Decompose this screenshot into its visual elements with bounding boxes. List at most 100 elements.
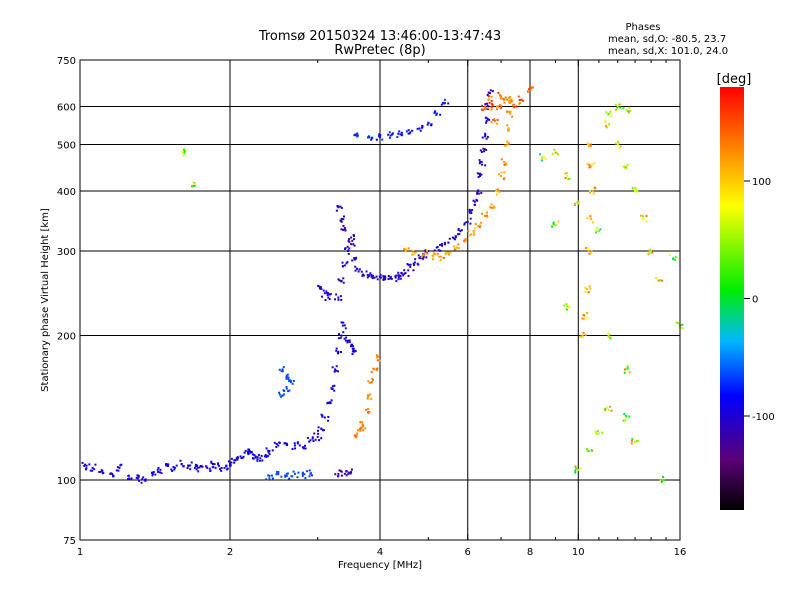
echo-point bbox=[499, 107, 502, 110]
echo-point bbox=[175, 464, 178, 467]
echo-point bbox=[575, 467, 578, 470]
echo-point bbox=[360, 426, 363, 429]
echo-point bbox=[185, 149, 188, 152]
echo-point bbox=[186, 466, 189, 469]
echo-point bbox=[275, 473, 278, 476]
echo-point bbox=[259, 459, 262, 462]
echo-point bbox=[518, 102, 521, 105]
echo-point bbox=[434, 253, 437, 256]
echo-point bbox=[308, 475, 311, 478]
echo-point bbox=[604, 125, 607, 128]
echo-point bbox=[478, 226, 481, 229]
echo-point bbox=[296, 476, 299, 479]
echo-point bbox=[336, 205, 339, 208]
echo-point bbox=[376, 355, 379, 358]
echo-point bbox=[326, 294, 329, 297]
echo-point bbox=[447, 253, 450, 256]
echo-point bbox=[180, 463, 183, 466]
echo-point bbox=[350, 236, 353, 239]
echo-point bbox=[473, 233, 476, 236]
echo-point bbox=[310, 474, 313, 477]
echo-point bbox=[368, 381, 371, 384]
echo-point bbox=[354, 269, 357, 272]
echo-point bbox=[485, 117, 488, 120]
echo-point bbox=[486, 93, 489, 96]
echo-point bbox=[286, 472, 289, 475]
echo-point bbox=[551, 152, 554, 155]
echo-point bbox=[330, 387, 333, 390]
echo-point bbox=[344, 327, 347, 330]
echo-point bbox=[436, 253, 439, 256]
echo-point bbox=[631, 437, 634, 440]
echo-point bbox=[438, 255, 441, 258]
echo-point bbox=[607, 335, 610, 338]
echo-point bbox=[352, 235, 355, 238]
echo-point bbox=[248, 450, 251, 453]
echo-point bbox=[447, 252, 450, 255]
echo-point bbox=[486, 215, 489, 218]
echo-point bbox=[590, 250, 593, 253]
echo-point bbox=[591, 190, 594, 193]
echo-point bbox=[84, 468, 87, 471]
echo-point bbox=[579, 467, 582, 470]
echo-point bbox=[645, 215, 648, 218]
echo-point bbox=[326, 402, 329, 405]
echo-point bbox=[582, 335, 585, 338]
echo-point bbox=[292, 470, 295, 473]
echo-point bbox=[579, 335, 582, 338]
echo-point bbox=[261, 459, 264, 462]
echo-point bbox=[333, 370, 336, 373]
echo-point bbox=[610, 114, 613, 117]
echo-point bbox=[343, 264, 346, 267]
echo-point bbox=[457, 246, 460, 249]
echo-point bbox=[316, 435, 319, 438]
y-tick-label: 750 bbox=[57, 56, 76, 67]
echo-point bbox=[511, 115, 514, 118]
echo-point bbox=[319, 286, 322, 289]
echo-point bbox=[527, 88, 530, 91]
echo-point bbox=[354, 265, 357, 268]
echo-point bbox=[287, 377, 290, 380]
echo-point bbox=[266, 455, 269, 458]
echo-point bbox=[609, 110, 612, 113]
echo-point bbox=[293, 444, 296, 447]
echo-point bbox=[359, 421, 362, 424]
echo-point bbox=[328, 298, 331, 301]
echo-point bbox=[439, 258, 442, 261]
echo-point bbox=[574, 469, 577, 472]
echo-point bbox=[496, 105, 499, 108]
echo-point bbox=[591, 450, 594, 453]
echo-point bbox=[674, 258, 677, 261]
echo-point bbox=[553, 224, 556, 227]
echo-point bbox=[394, 276, 397, 279]
echo-point bbox=[250, 450, 253, 453]
echo-point bbox=[239, 455, 242, 458]
echo-point bbox=[372, 367, 375, 370]
echo-point bbox=[635, 439, 638, 442]
echo-point bbox=[486, 104, 489, 107]
echo-point bbox=[318, 287, 321, 290]
echo-point bbox=[490, 95, 493, 98]
echo-point bbox=[396, 135, 399, 138]
echo-point bbox=[624, 167, 627, 170]
echo-point bbox=[486, 214, 489, 217]
echo-point bbox=[206, 466, 209, 469]
echo-point bbox=[379, 273, 382, 276]
echo-point bbox=[481, 108, 484, 111]
echo-point bbox=[285, 377, 288, 380]
echo-point bbox=[625, 109, 628, 112]
echo-point bbox=[594, 230, 597, 233]
echo-point bbox=[325, 292, 328, 295]
echo-point bbox=[626, 163, 629, 166]
echo-point bbox=[625, 416, 628, 419]
echo-point bbox=[614, 108, 617, 111]
echo-point bbox=[313, 432, 316, 435]
echo-point bbox=[267, 449, 270, 452]
echo-point bbox=[619, 145, 622, 148]
echo-point bbox=[377, 359, 380, 362]
echo-point bbox=[345, 336, 348, 339]
echo-points bbox=[81, 85, 684, 484]
echo-point bbox=[247, 448, 250, 451]
echo-point bbox=[474, 227, 477, 230]
echo-point bbox=[284, 475, 287, 478]
